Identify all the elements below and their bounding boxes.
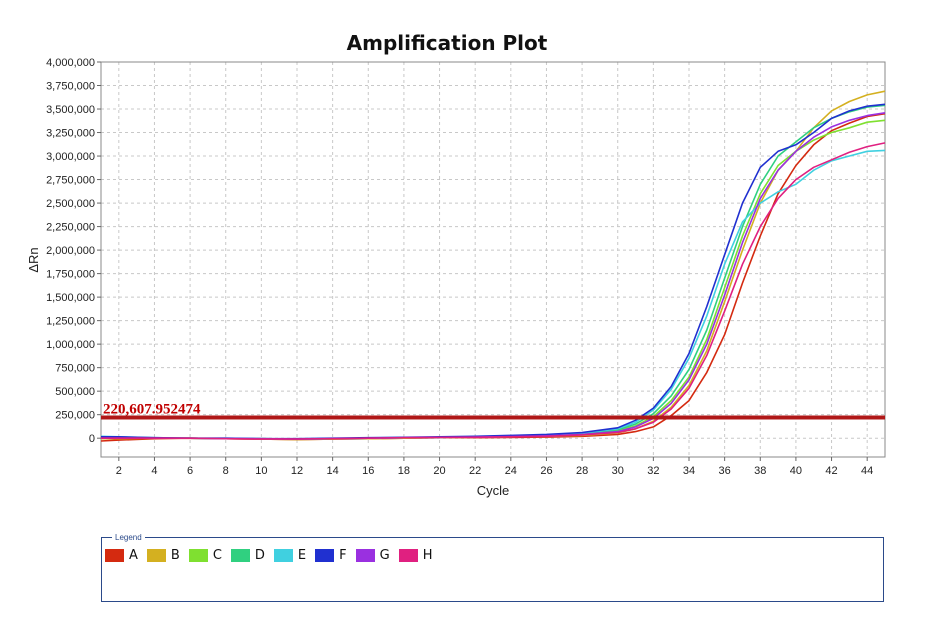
y-tick-label: 0	[89, 433, 95, 445]
y-tick-label: 1,750,000	[46, 269, 95, 281]
x-axis-label: Cycle	[477, 483, 510, 498]
x-tick-label: 14	[327, 465, 339, 477]
x-tick-label: 36	[719, 465, 731, 477]
series-lines	[100, 90, 886, 442]
legend-swatch	[398, 549, 418, 562]
y-tick-label: 3,000,000	[46, 151, 95, 163]
legend-item-f: F	[315, 548, 350, 563]
x-tick-label: 42	[825, 465, 837, 477]
series-line-b	[101, 90, 886, 441]
legend: Legend A B C D E F G H	[101, 532, 884, 602]
legend-label: C	[212, 548, 222, 563]
grid	[101, 61, 885, 457]
legend-item-d: D	[230, 548, 269, 563]
y-tick-label: 2,500,000	[46, 198, 95, 210]
y-tick-label: 1,000,000	[46, 339, 95, 351]
legend-label: F	[339, 548, 347, 563]
y-tick-label: 3,250,000	[46, 128, 95, 140]
y-axis-label: ΔRn	[26, 247, 41, 272]
x-tick-label: 32	[647, 465, 659, 477]
y-axis: 0 250,000 500,000 750,000 1,000,000 1,250,000…	[46, 57, 101, 445]
chart-title: Amplification Plot	[347, 31, 548, 55]
legend-swatch	[105, 549, 124, 562]
amplification-chart: Amplification Plot 0 250,000 500,000 750,00…	[26, 31, 886, 498]
legend-items: A B C D E F G H	[105, 548, 441, 563]
x-tick-label: 10	[255, 465, 267, 477]
legend-item-a: A	[105, 548, 142, 563]
x-tick-label: 34	[683, 465, 695, 477]
series-line-e	[100, 149, 886, 440]
legend-item-g: G	[355, 548, 394, 563]
x-tick-label: 22	[469, 465, 481, 477]
y-tick-label: 4,000,000	[46, 57, 95, 69]
x-tick-label: 2	[116, 465, 122, 477]
legend-swatch	[273, 549, 293, 562]
x-tick-label: 6	[187, 465, 193, 477]
threshold-label: 220,607.952474	[103, 401, 201, 417]
y-tick-label: 1,250,000	[46, 316, 95, 328]
y-tick-label: 2,000,000	[46, 245, 95, 257]
plot-area-frame	[100, 61, 886, 458]
x-tick-label: 16	[362, 465, 374, 477]
y-tick-label: 250,000	[55, 410, 95, 422]
x-tick-label: 24	[505, 465, 517, 477]
legend-title: Legend	[112, 532, 145, 543]
legend-item-e: E	[273, 548, 310, 563]
series-line-h	[101, 142, 886, 440]
legend-label: D	[254, 548, 265, 563]
legend-label: B	[170, 548, 180, 563]
y-tick-label: 3,750,000	[46, 81, 95, 93]
legend-label: H	[422, 548, 433, 563]
y-tick-label: 750,000	[55, 363, 95, 375]
x-tick-label: 20	[433, 465, 445, 477]
x-tick-label: 38	[754, 465, 766, 477]
x-tick-label: 18	[398, 465, 410, 477]
legend-item-h: H	[398, 548, 437, 563]
legend-label: G	[379, 548, 390, 563]
x-tick-label: 44	[861, 465, 873, 477]
y-tick-label: 500,000	[55, 386, 95, 398]
y-tick-label: 1,500,000	[46, 292, 95, 304]
x-tick-label: 40	[790, 465, 802, 477]
legend-swatch	[315, 549, 335, 562]
y-tick-label: 2,250,000	[46, 222, 95, 234]
threshold-group: 220,607.952474	[101, 401, 885, 420]
x-tick-label: 4	[151, 465, 157, 477]
legend-label: A	[129, 548, 138, 563]
x-tick-label: 8	[223, 465, 229, 477]
legend-swatch	[230, 549, 250, 562]
series-line-d	[101, 104, 886, 440]
x-tick-label: 26	[540, 465, 552, 477]
legend-swatch	[188, 549, 208, 562]
series-line-a	[100, 112, 886, 442]
x-tick-label: 12	[291, 465, 303, 477]
legend-label: E	[297, 548, 307, 563]
x-axis: 2 4 6 8 10 12 14 16 18 20 22 24 26 28 30 32 34 36 38 40 42 44	[116, 457, 873, 477]
legend-swatch	[146, 549, 166, 562]
legend-item-b: B	[146, 548, 184, 563]
x-tick-label: 30	[612, 465, 624, 477]
x-tick-label: 28	[576, 465, 588, 477]
y-tick-label: 3,500,000	[46, 104, 95, 116]
legend-swatch	[355, 549, 375, 562]
series-line-f	[101, 103, 886, 440]
y-tick-label: 2,750,000	[46, 175, 95, 187]
legend-item-c: C	[188, 548, 226, 563]
